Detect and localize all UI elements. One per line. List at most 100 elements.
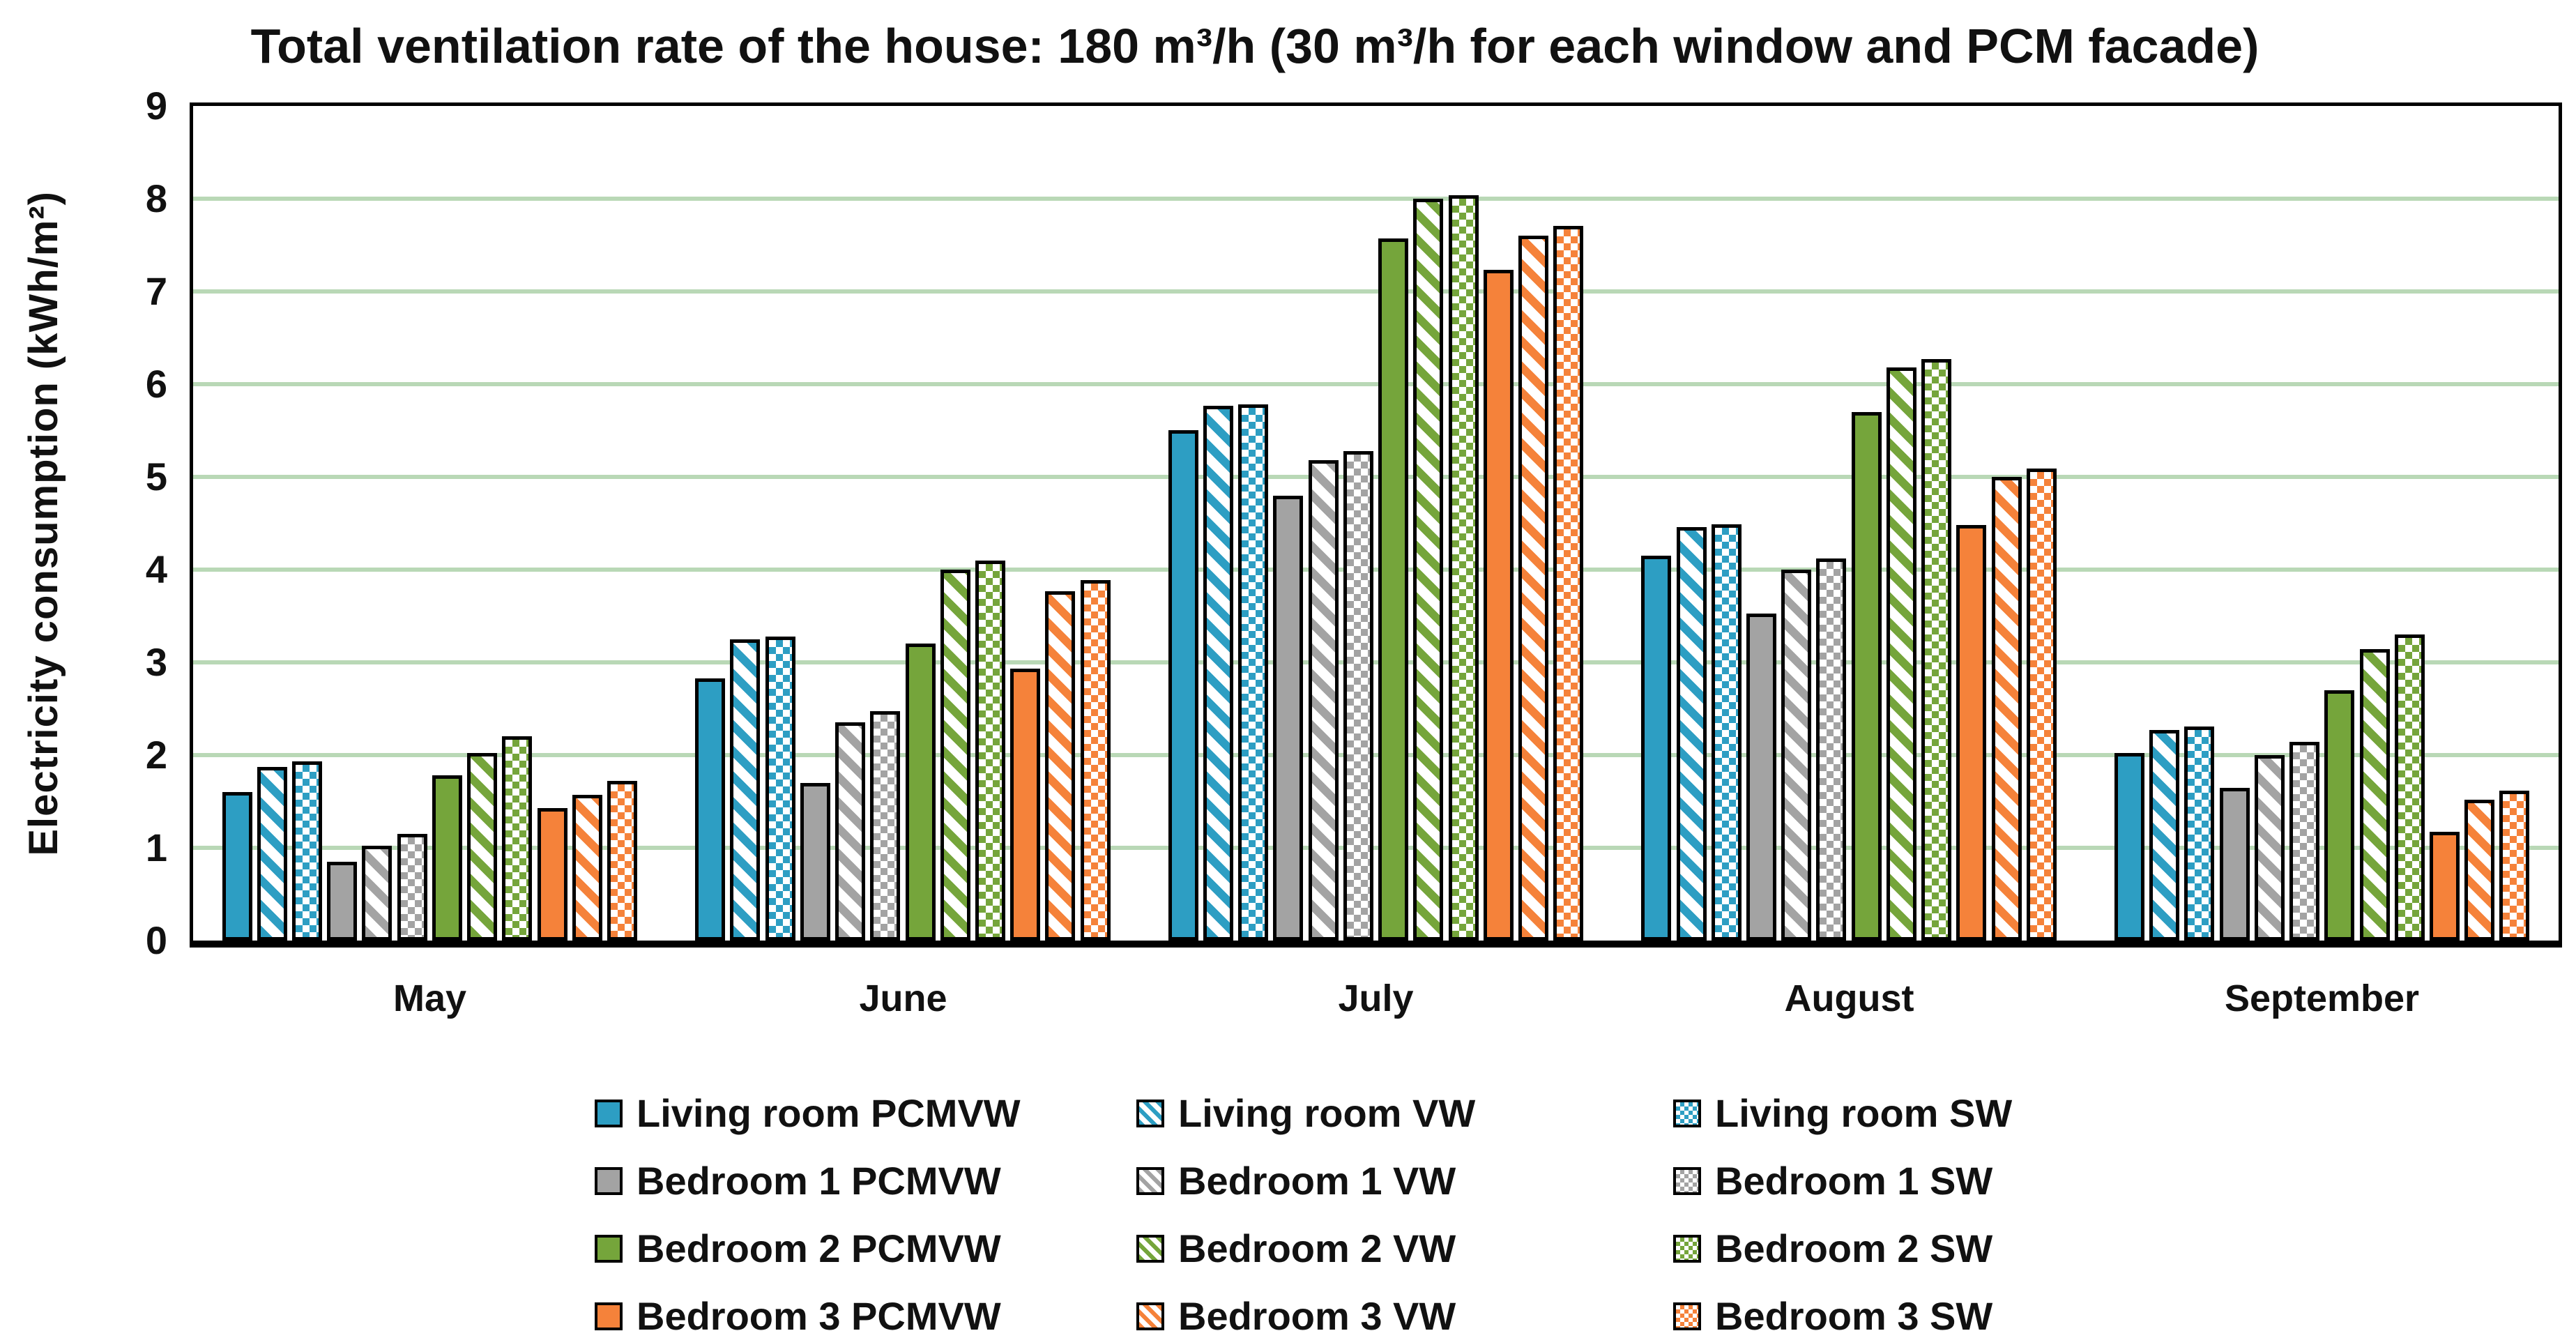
x-axis-labels: May June July August September: [193, 971, 2559, 1026]
gridline: [193, 382, 2559, 386]
legend-label: Bedroom 2 SW: [1715, 1226, 1993, 1270]
bar: [222, 792, 252, 941]
legend-label: Bedroom 2 VW: [1178, 1226, 1456, 1270]
bar: [2184, 727, 2214, 941]
bar: [2027, 469, 2057, 941]
bar: [1887, 367, 1916, 941]
legend-swatch-icon: [595, 1166, 623, 1195]
y-axis-ticks: 0 1 2 3 4 5 6 7 8 9: [0, 0, 167, 1331]
bar: [800, 783, 830, 941]
bar: [1309, 460, 1339, 941]
legend-swatch-icon: [1136, 1234, 1164, 1263]
bar: [730, 639, 760, 941]
bar: [327, 862, 357, 941]
gridline: [193, 289, 2559, 294]
gridline: [193, 197, 2559, 201]
legend-item: Bedroom 1 VW: [1136, 1158, 1673, 1203]
bar: [1203, 406, 1233, 941]
plot-area: [193, 106, 2559, 941]
x-axis-label: July: [1338, 978, 1414, 1019]
legend-swatch-icon: [1673, 1099, 1701, 1127]
bar: [1641, 556, 1671, 941]
bar: [940, 570, 970, 941]
legend-item: Bedroom 2 PCMVW: [595, 1226, 1136, 1271]
legend-swatch-icon: [595, 1099, 623, 1127]
bar: [1010, 669, 1040, 941]
bar: [2114, 753, 2144, 941]
legend-item: Living room PCMVW: [595, 1090, 1136, 1136]
bar: [835, 722, 865, 941]
y-tick-label: 6: [145, 362, 167, 406]
legend-item: Bedroom 1 SW: [1673, 1158, 2012, 1203]
bar: [1553, 226, 1583, 941]
bar: [975, 561, 1005, 941]
gridline: [193, 846, 2559, 850]
bar: [906, 644, 936, 941]
gridline: [193, 568, 2559, 572]
gridline: [193, 475, 2559, 479]
bar: [1238, 404, 1268, 941]
y-tick-label: 8: [145, 176, 167, 220]
legend-item: Bedroom 3 VW: [1136, 1293, 1673, 1331]
y-tick-label: 1: [145, 826, 167, 869]
bar: [2255, 755, 2285, 941]
legend-item: Living room VW: [1136, 1090, 1673, 1136]
bar: [607, 781, 637, 941]
legend-swatch-icon: [1673, 1234, 1701, 1263]
legend-swatch-icon: [595, 1302, 623, 1330]
legend-swatch-icon: [1136, 1166, 1164, 1195]
bar: [1378, 238, 1408, 941]
bar: [2149, 730, 2179, 941]
legend-item: Bedroom 2 SW: [1673, 1226, 2012, 1271]
legend-label: Bedroom 1 VW: [1178, 1159, 1456, 1203]
legend-item: Bedroom 2 VW: [1136, 1226, 1673, 1271]
legend-label: Bedroom 1 PCMVW: [637, 1159, 1001, 1203]
legend-label: Living room VW: [1178, 1091, 1476, 1135]
bar: [1273, 496, 1303, 941]
chart-title: Total ventilation rate of the house: 180…: [250, 19, 2259, 73]
bar: [1921, 359, 1951, 941]
bar: [2289, 742, 2319, 941]
bar: [1956, 525, 1986, 941]
bar: [257, 767, 287, 941]
y-tick-label: 5: [145, 455, 167, 499]
bar: [572, 795, 602, 941]
bar: [1816, 558, 1846, 941]
bar: [1449, 195, 1479, 941]
bar: [1168, 430, 1198, 941]
legend-swatch-icon: [1136, 1302, 1164, 1330]
legend-item: Bedroom 1 PCMVW: [595, 1158, 1136, 1203]
gridline: [193, 660, 2559, 664]
bar: [2324, 690, 2354, 941]
legend-swatch-icon: [1136, 1099, 1164, 1127]
y-tick-label: 2: [145, 733, 167, 777]
legend-label: Living room PCMVW: [637, 1091, 1021, 1135]
y-tick-label: 4: [145, 547, 167, 591]
x-axis-label: August: [1784, 978, 1914, 1019]
bar: [2220, 788, 2250, 941]
bar: [538, 808, 567, 941]
legend-label: Living room SW: [1715, 1091, 2013, 1135]
bar: [2499, 791, 2529, 941]
bar: [870, 711, 900, 941]
legend: Living room PCMVW Living room VW Living ro…: [595, 1079, 2012, 1331]
bar: [1992, 477, 2022, 941]
legend-swatch-icon: [1673, 1302, 1701, 1330]
bar: [1484, 270, 1514, 941]
y-tick-label: 0: [145, 918, 167, 962]
bar: [2430, 832, 2460, 941]
bar: [1781, 570, 1811, 941]
bar: [1677, 527, 1707, 941]
gridline: [193, 753, 2559, 757]
y-tick-label: 9: [145, 84, 167, 128]
bar: [502, 736, 532, 941]
legend-swatch-icon: [1673, 1166, 1701, 1195]
bar: [2464, 800, 2494, 941]
x-axis-label: September: [2224, 978, 2420, 1019]
legend-item: Bedroom 3 PCMVW: [595, 1293, 1136, 1331]
bar: [467, 753, 497, 941]
bar: [2395, 634, 2425, 941]
legend-item: Bedroom 3 SW: [1673, 1293, 2012, 1331]
bar: [1518, 236, 1548, 941]
bar: [1343, 451, 1373, 941]
